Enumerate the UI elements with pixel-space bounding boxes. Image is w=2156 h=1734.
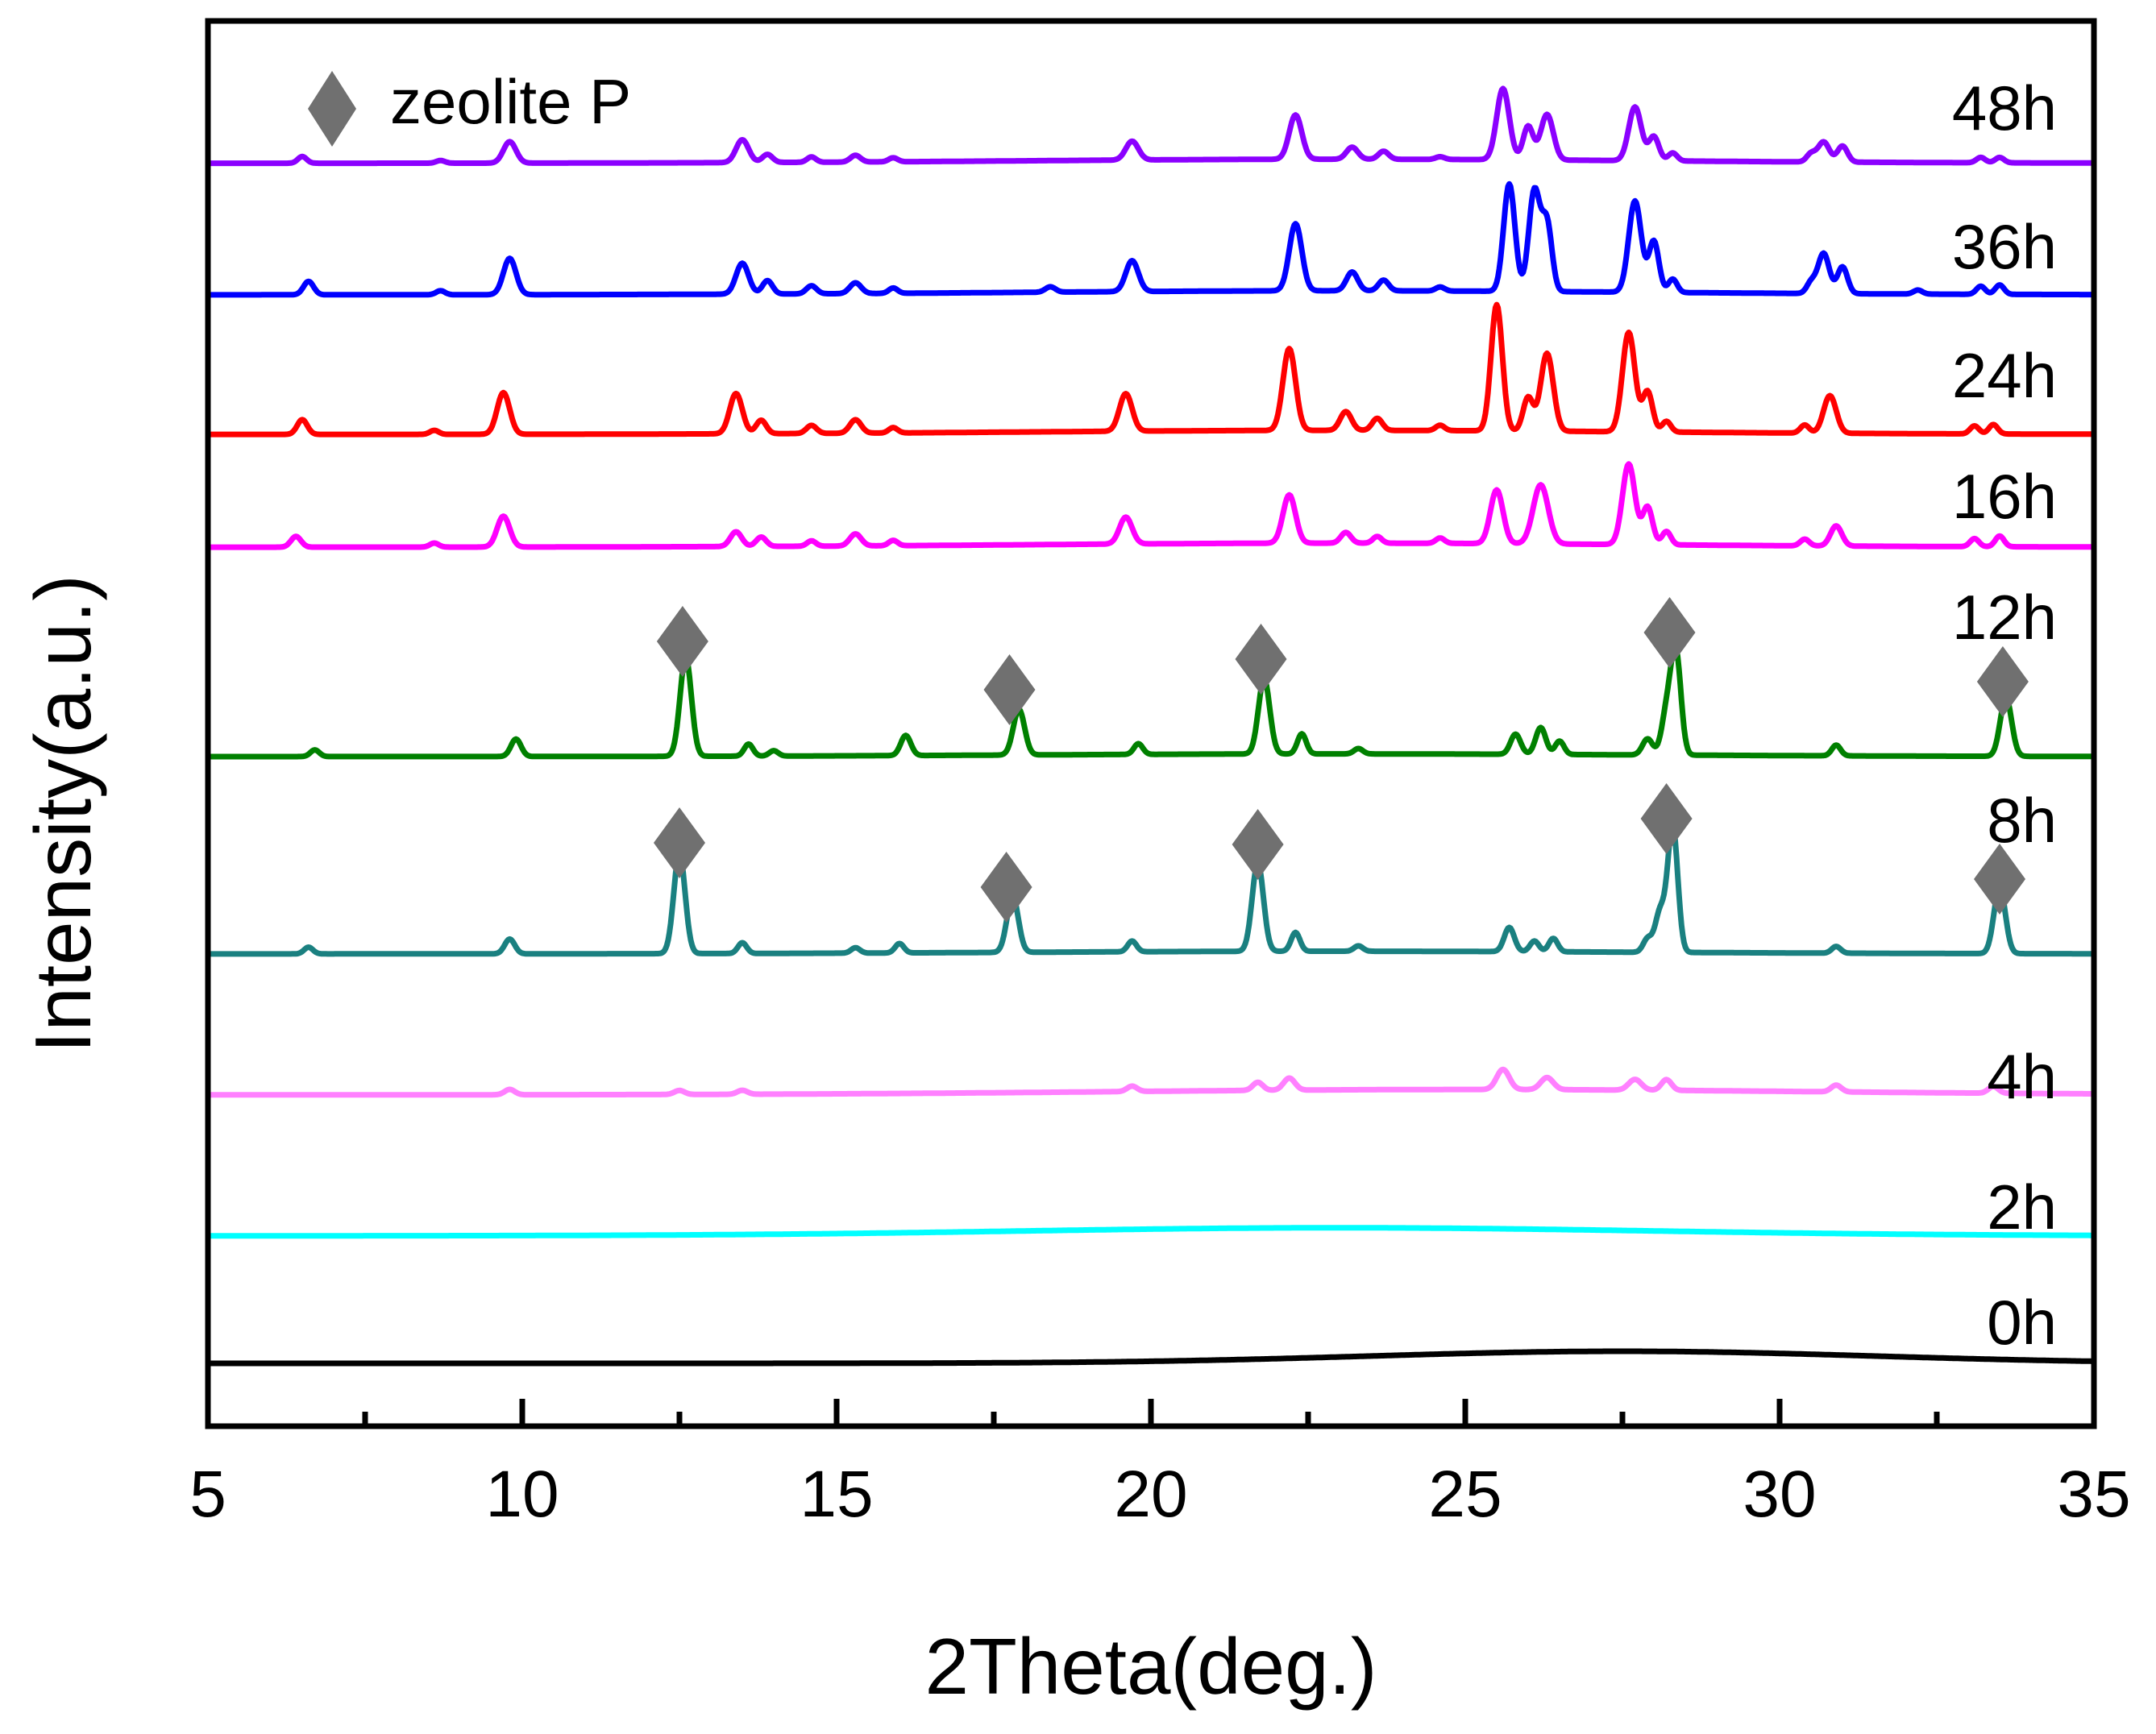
zeolite-marker-12h-3 — [1643, 597, 1696, 668]
legend: zeolite P — [308, 66, 631, 147]
zeolite-marker-8h-2 — [1232, 809, 1284, 880]
series-label-36h: 36h — [1952, 211, 2057, 282]
label-layer: 0h 2h 4h 8h 12h 16h 24h 36h 48h — [1952, 73, 2057, 1358]
series-line-16h — [205, 461, 2097, 550]
series-label-12h: 12h — [1952, 582, 2057, 653]
series-line-4h — [205, 1066, 2097, 1098]
x-tick-label-35: 35 — [2057, 1458, 2130, 1531]
x-tick-label-25: 25 — [1428, 1458, 1502, 1531]
legend-diamond-icon — [308, 71, 356, 147]
series-line-8h — [205, 821, 2097, 957]
series-label-2h: 2h — [1987, 1172, 2057, 1242]
zeolite-marker-8h-3 — [1640, 783, 1693, 854]
x-tick-label-20: 20 — [1114, 1458, 1187, 1531]
y-axis-title: Intensity(a.u.) — [19, 575, 107, 1053]
zeolite-marker-12h-0 — [656, 606, 708, 677]
series-line-0h — [205, 1348, 2097, 1367]
series-line-24h — [205, 301, 2097, 438]
axis-layer: 5 10 15 20 25 30 35 — [189, 18, 2131, 1531]
zeolite-marker-8h-1 — [980, 852, 1032, 923]
series-line-12h — [205, 642, 2097, 760]
zeolite-marker-12h-1 — [983, 654, 1036, 725]
x-tick-label-5: 5 — [189, 1458, 226, 1531]
x-tick-label-30: 30 — [1743, 1458, 1816, 1531]
plot-area — [208, 21, 2094, 1426]
series-label-16h: 16h — [1952, 461, 2057, 532]
series-label-8h: 8h — [1987, 785, 2057, 856]
series-label-48h: 48h — [1952, 73, 2057, 143]
x-tick-label-15: 15 — [800, 1458, 873, 1531]
zeolite-marker-8h-0 — [654, 807, 705, 878]
zeolite-marker-8h-4 — [1974, 844, 2025, 915]
series-label-24h: 24h — [1952, 340, 2057, 411]
series-line-36h — [205, 180, 2097, 298]
series-label-0h: 0h — [1987, 1287, 2057, 1358]
x-tick-label-10: 10 — [485, 1458, 559, 1531]
legend-label: zeolite P — [390, 66, 631, 137]
x-axis-title: 2Theta(deg.) — [924, 1622, 1377, 1711]
series-line-2h — [205, 1225, 2097, 1239]
series-line-48h — [205, 85, 2097, 167]
zeolite-marker-12h-4 — [1976, 646, 2029, 717]
series-layer — [205, 85, 2097, 1367]
series-label-4h: 4h — [1987, 1041, 2057, 1112]
marker-layer — [654, 597, 2029, 923]
zeolite-marker-12h-2 — [1235, 624, 1287, 695]
